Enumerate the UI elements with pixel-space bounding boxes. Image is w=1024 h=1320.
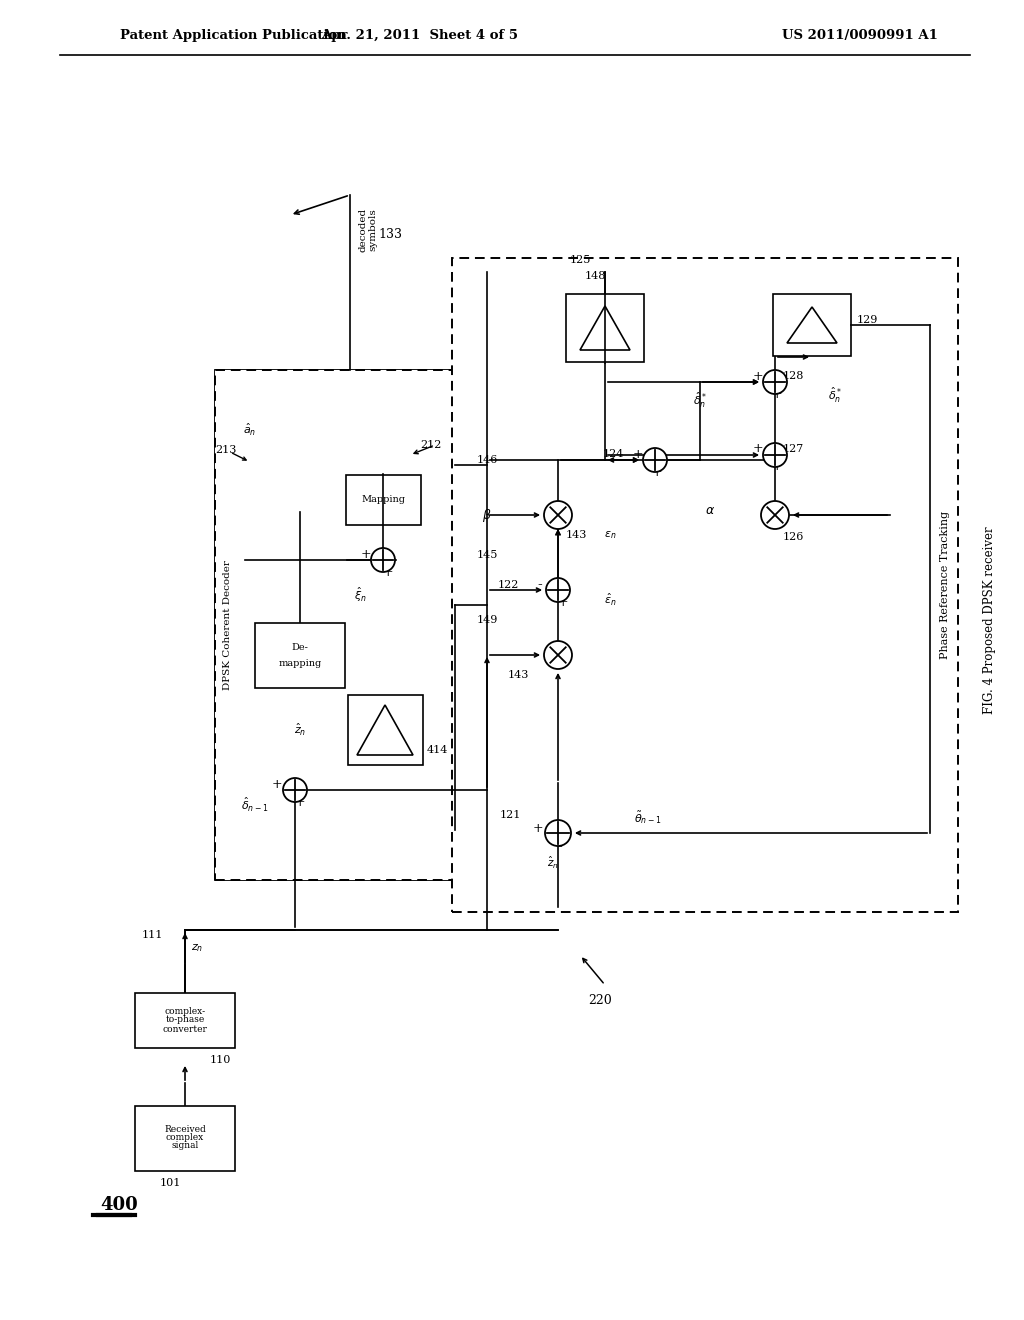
Text: 143: 143 <box>565 531 587 540</box>
Text: 128: 128 <box>782 371 804 381</box>
Text: +: + <box>558 595 568 609</box>
Text: 133: 133 <box>378 228 402 242</box>
Text: $\hat{\varepsilon}_n$: $\hat{\varepsilon}_n$ <box>604 591 616 609</box>
Text: +: + <box>383 565 393 578</box>
Circle shape <box>283 777 307 803</box>
Text: 101: 101 <box>160 1177 180 1188</box>
Text: 143: 143 <box>507 671 528 680</box>
Text: complex: complex <box>166 1134 204 1143</box>
Bar <box>345 475 421 525</box>
Text: $\hat{z}_n$: $\hat{z}_n$ <box>294 722 306 738</box>
Bar <box>347 696 423 766</box>
Text: 127: 127 <box>782 444 804 454</box>
Bar <box>452 257 958 912</box>
Text: $\alpha$: $\alpha$ <box>705 503 715 516</box>
Text: +: + <box>532 821 544 834</box>
Text: $\hat{\delta}_n^*$: $\hat{\delta}_n^*$ <box>828 385 842 405</box>
Text: $\tilde{\theta}_{n-1}$: $\tilde{\theta}_{n-1}$ <box>634 809 662 826</box>
Text: to-phase: to-phase <box>165 1015 205 1024</box>
Text: 414: 414 <box>426 744 447 755</box>
Bar <box>566 294 644 362</box>
Text: +: + <box>772 461 782 474</box>
Text: converter: converter <box>163 1024 208 1034</box>
Bar <box>255 623 345 688</box>
Text: 212: 212 <box>420 440 441 450</box>
Text: 220: 220 <box>588 994 612 1006</box>
Circle shape <box>763 444 787 467</box>
Text: DPSK Coherent Decoder: DPSK Coherent Decoder <box>222 560 231 690</box>
Text: signal: signal <box>171 1142 199 1151</box>
Text: Received: Received <box>164 1126 206 1134</box>
Text: 125: 125 <box>569 255 591 265</box>
Text: +: + <box>360 549 372 561</box>
Bar <box>215 370 455 880</box>
Text: 213: 213 <box>215 445 237 455</box>
Text: +: + <box>271 779 283 792</box>
Text: 124: 124 <box>602 449 624 459</box>
Circle shape <box>763 370 787 393</box>
Text: 129: 129 <box>856 315 878 325</box>
Text: $\hat{\delta}_{n-1}$: $\hat{\delta}_{n-1}$ <box>242 796 269 814</box>
Text: +: + <box>753 442 763 455</box>
Text: Patent Application Publication: Patent Application Publication <box>120 29 347 41</box>
Text: Apr. 21, 2011  Sheet 4 of 5: Apr. 21, 2011 Sheet 4 of 5 <box>322 29 518 41</box>
Text: Phase Reference Tracking: Phase Reference Tracking <box>940 511 950 659</box>
Text: -: - <box>558 840 562 854</box>
Text: $\hat{\xi}_n$: $\hat{\xi}_n$ <box>353 586 367 605</box>
Text: $\hat{\delta}_n^*$: $\hat{\delta}_n^*$ <box>693 391 707 409</box>
Text: 122: 122 <box>498 579 519 590</box>
Text: +: + <box>633 447 643 461</box>
Circle shape <box>371 548 395 572</box>
Text: 121: 121 <box>500 810 520 820</box>
Text: +: + <box>295 796 305 808</box>
Text: complex-: complex- <box>165 1007 206 1016</box>
Bar <box>215 370 455 880</box>
Text: 146: 146 <box>476 455 498 465</box>
Bar <box>773 294 851 356</box>
Circle shape <box>544 642 572 669</box>
Text: De-: De- <box>292 643 308 652</box>
Text: +: + <box>651 466 663 479</box>
Circle shape <box>643 447 667 473</box>
Text: 110: 110 <box>209 1055 230 1065</box>
Text: $\hat{a}_n$: $\hat{a}_n$ <box>244 422 257 438</box>
Bar <box>135 993 234 1048</box>
Text: 126: 126 <box>782 532 804 543</box>
Circle shape <box>761 502 790 529</box>
Text: FIG. 4 Proposed DPSK receiver: FIG. 4 Proposed DPSK receiver <box>983 527 996 714</box>
Text: Mapping: Mapping <box>361 495 406 504</box>
Text: -: - <box>538 578 543 591</box>
Text: 148: 148 <box>585 271 605 281</box>
Text: +: + <box>772 388 782 400</box>
Text: $\hat{z}_n$: $\hat{z}_n$ <box>547 855 559 871</box>
Circle shape <box>545 820 571 846</box>
Text: 145: 145 <box>476 550 498 560</box>
Circle shape <box>544 502 572 529</box>
Text: 111: 111 <box>141 931 163 940</box>
Text: 149: 149 <box>476 615 498 624</box>
Text: $z_n$: $z_n$ <box>190 942 203 954</box>
Text: +: + <box>753 370 763 383</box>
Bar <box>135 1106 234 1171</box>
Text: $\varepsilon_n$: $\varepsilon_n$ <box>604 529 616 541</box>
Text: US 2011/0090991 A1: US 2011/0090991 A1 <box>782 29 938 41</box>
Circle shape <box>546 578 570 602</box>
Text: decoded
symbols: decoded symbols <box>358 209 378 252</box>
Text: mapping: mapping <box>279 659 322 668</box>
Text: 400: 400 <box>100 1196 138 1214</box>
Text: $\beta$: $\beta$ <box>482 507 492 524</box>
